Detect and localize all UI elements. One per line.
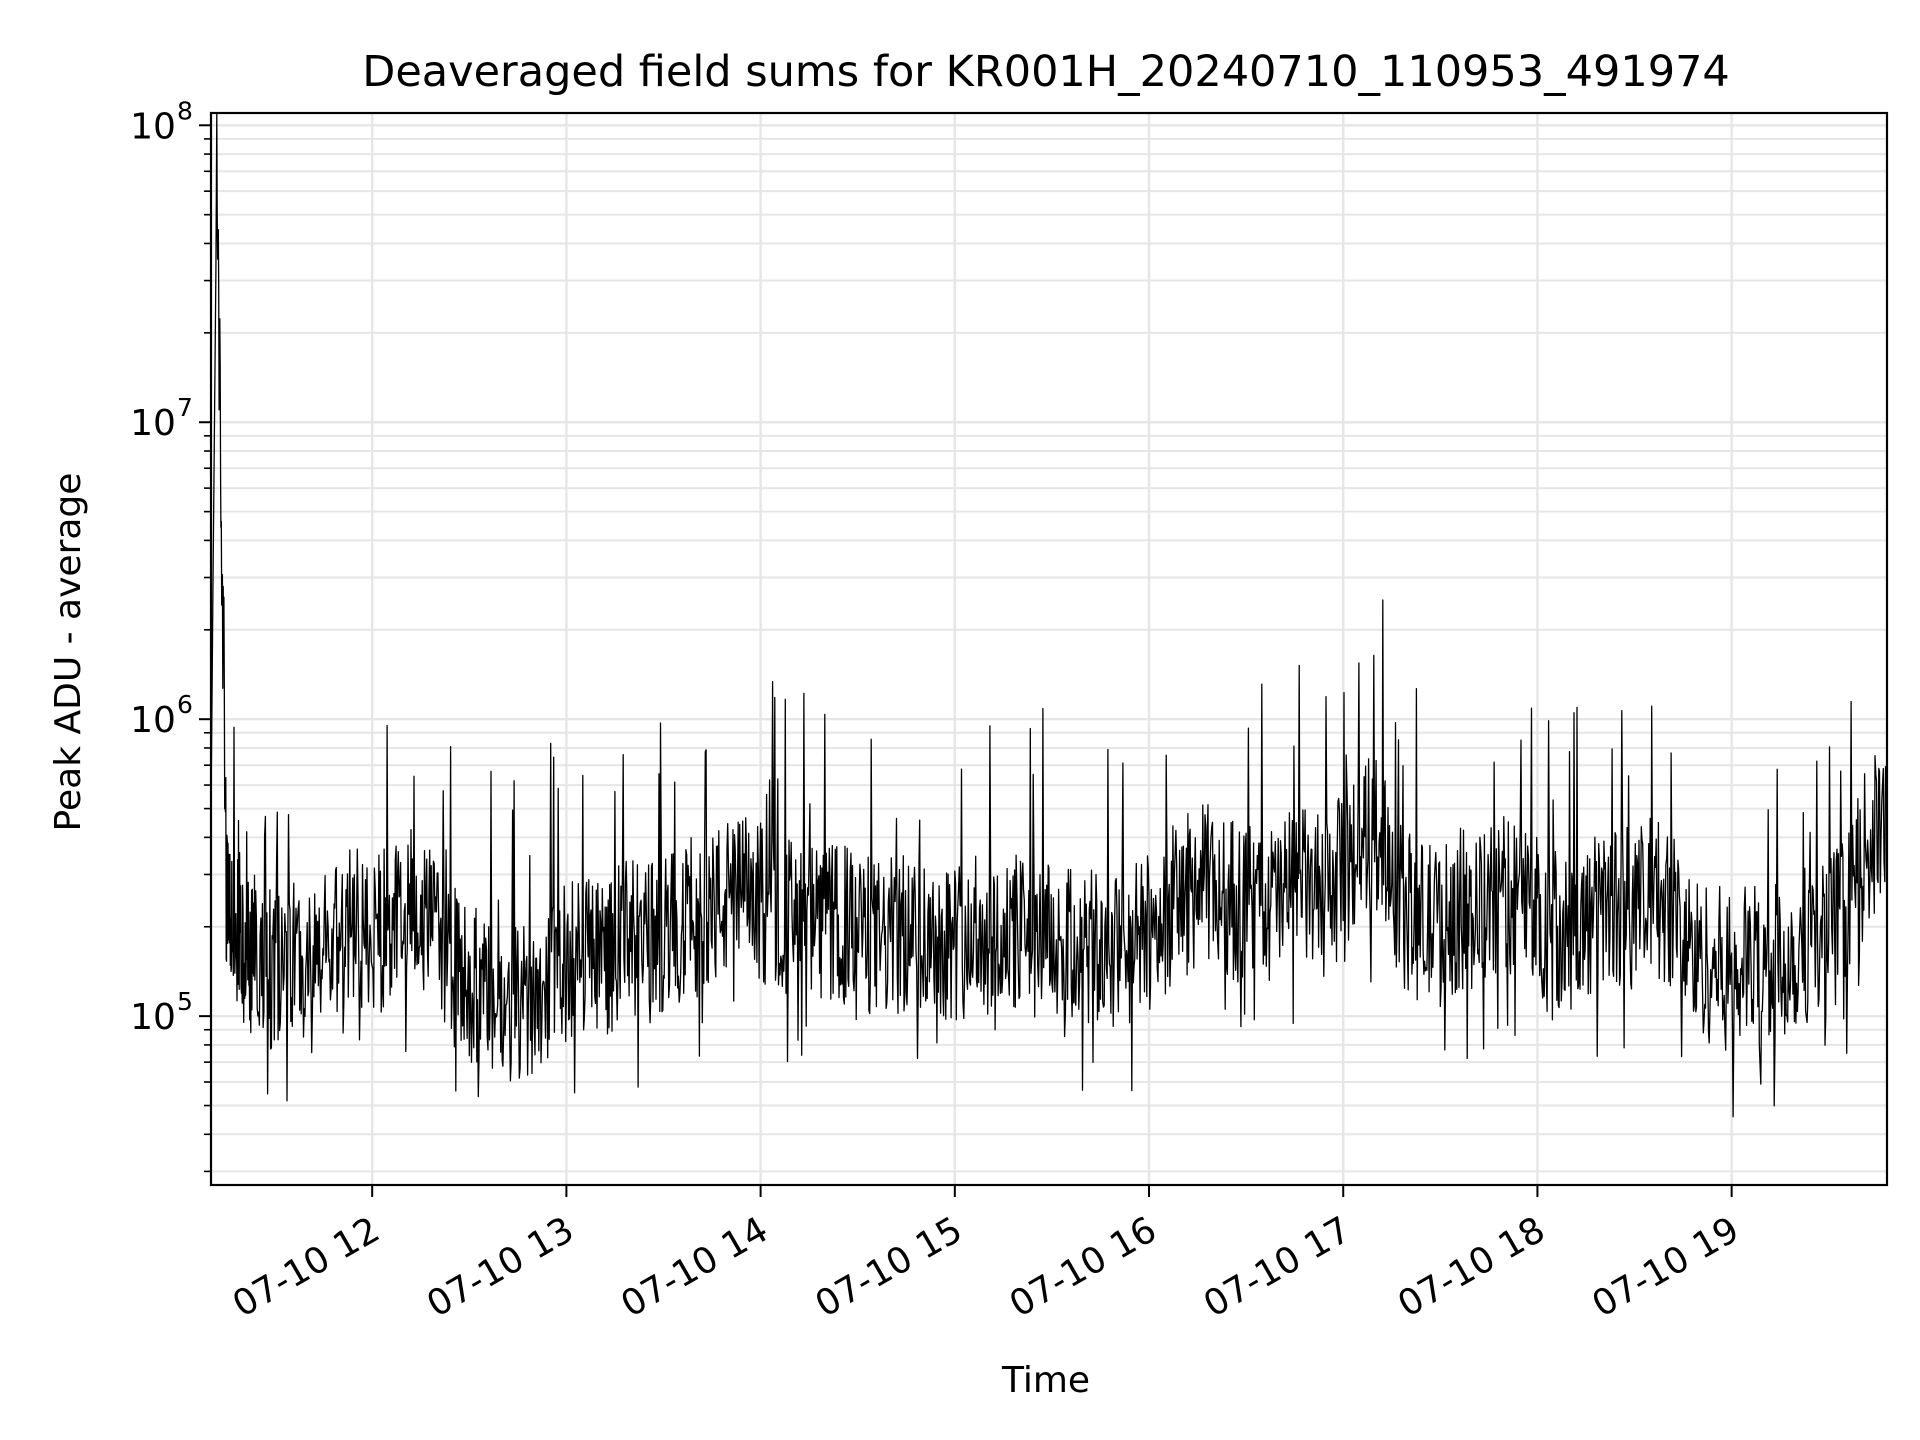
plot-frame (209, 111, 1889, 1187)
y-tick-exponent: 5 (177, 987, 193, 1016)
y-tick-label: 10 (130, 403, 176, 444)
y-tick-exponent: 7 (177, 393, 193, 422)
y-tick-exponent: 8 (177, 96, 193, 125)
series-line (210, 112, 1888, 1118)
y-tick-label: 10 (130, 700, 176, 741)
y-tick-label: 10 (130, 106, 176, 147)
y-axis-title: Peak ADU - average (48, 473, 89, 832)
x-axis-title: Time (1001, 1360, 1090, 1401)
y-tick-label: 10 (130, 997, 176, 1038)
y-tick-exponent: 6 (177, 690, 193, 719)
plot-lines (210, 112, 1888, 1118)
chart-title: Deaveraged field sums for KR001H_2024071… (362, 47, 1730, 97)
